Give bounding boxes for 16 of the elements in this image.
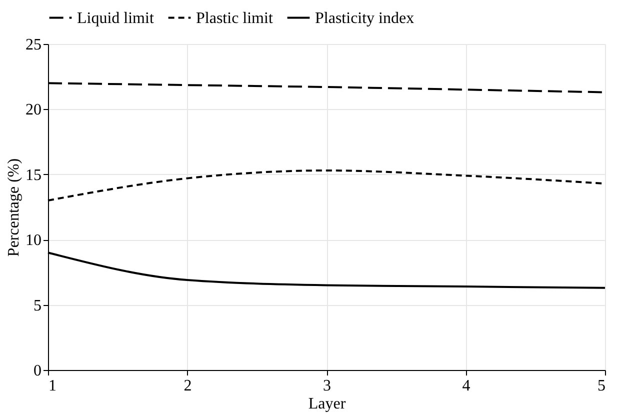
x-tick-label: 3	[323, 378, 331, 394]
y-tick-label: 25	[26, 36, 42, 54]
legend-label: Liquid limit	[77, 10, 154, 27]
legend-label: Plastic limit	[196, 10, 274, 27]
y-tick-label: 15	[26, 166, 42, 184]
x-tick-label: 4	[462, 378, 470, 394]
x-tick-label: 2	[184, 378, 192, 394]
x-axis-title: Layer	[308, 396, 346, 412]
y-axis-title: Percentage (%)	[6, 158, 22, 257]
y-tick-label: 10	[26, 232, 42, 250]
y-tick-label: 0	[34, 362, 42, 380]
x-tick-label: 5	[598, 378, 606, 394]
legend-label: Plasticity index	[315, 10, 414, 27]
y-tick-label: 20	[26, 102, 42, 119]
y-tick-label: 5	[34, 297, 42, 314]
x-tick-label: 1	[48, 378, 56, 394]
